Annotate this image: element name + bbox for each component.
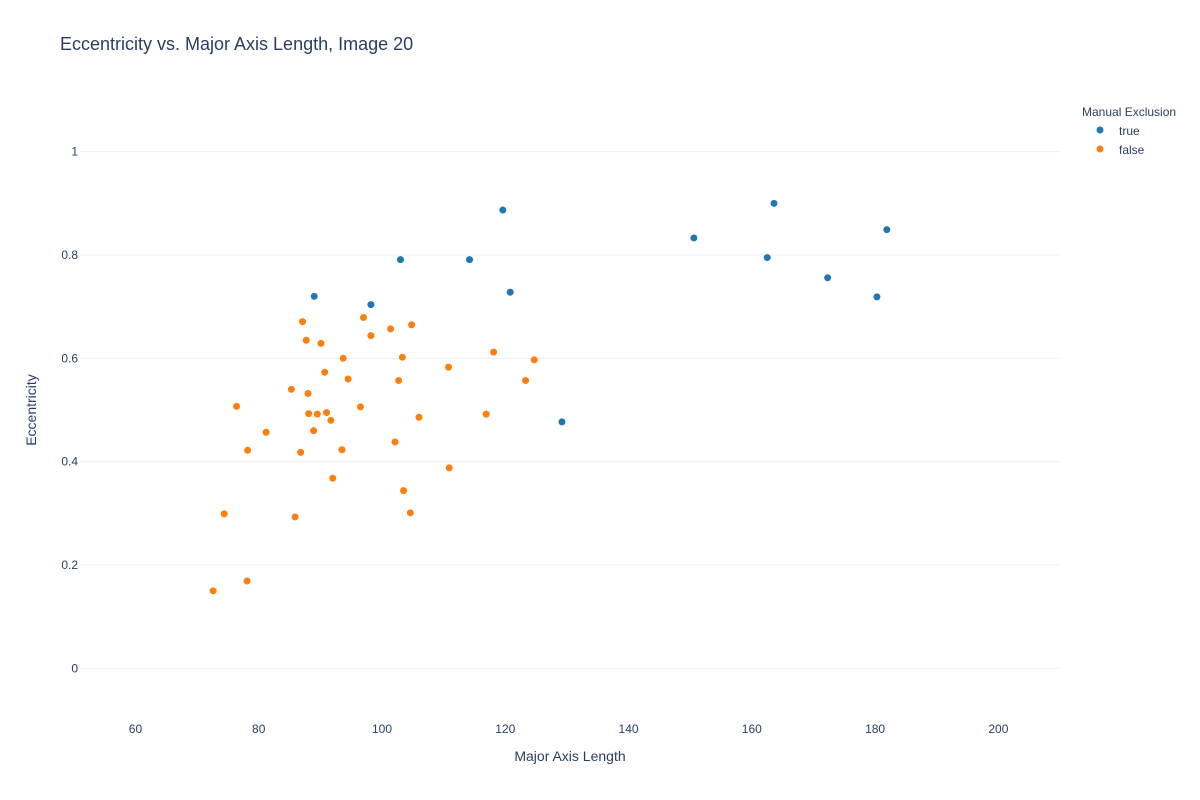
data-point-false[interactable] [291,513,299,521]
x-tick-label: 120 [495,722,515,736]
data-point-true[interactable] [466,256,474,264]
data-point-false[interactable] [321,368,329,376]
x-tick-label: 80 [252,722,266,736]
data-point-false[interactable] [287,385,295,393]
data-point-false[interactable] [445,363,453,371]
data-point-false[interactable] [482,410,490,418]
data-point-false[interactable] [490,348,498,356]
x-tick-label: 100 [372,722,392,736]
data-point-false[interactable] [445,464,453,472]
legend-label-false: false [1119,143,1145,157]
data-point-false[interactable] [398,353,406,361]
data-point-false[interactable] [339,354,347,362]
x-tick-label: 160 [742,722,762,736]
data-point-false[interactable] [323,409,331,417]
y-tick-label: 0.6 [61,351,78,365]
x-tick-label: 60 [129,722,143,736]
data-point-true[interactable] [763,254,771,262]
data-points [209,199,891,595]
x-tick-label: 140 [619,722,639,736]
data-point-false[interactable] [305,410,313,418]
data-point-false[interactable] [360,314,368,322]
data-point-false[interactable] [297,448,305,456]
data-point-true[interactable] [558,418,566,426]
data-point-false[interactable] [310,427,318,435]
data-point-false[interactable] [387,325,395,333]
series-false [209,314,538,595]
data-point-true[interactable] [499,206,507,214]
legend-title: Manual Exclusion [1082,105,1176,119]
data-point-false[interactable] [356,403,364,411]
y-tick-label: 0 [71,661,78,675]
y-axis-title: Eccentricity [23,374,39,446]
data-point-true[interactable] [397,256,405,264]
data-point-false[interactable] [522,377,530,385]
data-point-false[interactable] [338,446,346,454]
x-tick-labels: 60 80 100 120 140 160 180 200 [129,722,1009,736]
data-point-false[interactable] [262,428,270,436]
data-point-true[interactable] [770,199,778,207]
legend-item-false[interactable]: false [1096,143,1145,157]
data-point-false[interactable] [313,410,321,418]
data-point-false[interactable] [299,318,307,326]
legend-marker-false [1096,145,1104,153]
x-tick-label: 200 [988,722,1008,736]
data-point-false[interactable] [243,577,251,585]
legend-marker-true [1096,126,1104,134]
gridlines [80,151,1060,669]
x-tick-label: 180 [865,722,885,736]
data-point-false[interactable] [327,416,335,424]
legend-item-true[interactable]: true [1096,124,1141,138]
series-true [310,199,891,426]
chart-title: Eccentricity vs. Major Axis Length, Imag… [60,34,413,54]
data-point-false[interactable] [209,587,217,595]
y-tick-label: 0.8 [61,248,78,262]
data-point-false[interactable] [406,509,414,517]
data-point-false[interactable] [220,510,228,518]
y-tick-label: 0.2 [61,558,78,572]
data-point-false[interactable] [367,332,375,340]
data-point-true[interactable] [690,234,698,242]
data-point-true[interactable] [506,288,514,296]
data-point-false[interactable] [530,356,538,364]
data-point-false[interactable] [400,487,408,495]
x-axis-title: Major Axis Length [514,748,625,764]
data-point-false[interactable] [317,339,325,347]
y-tick-label: 0.4 [61,455,78,469]
data-point-true[interactable] [310,292,318,300]
y-tick-label: 1 [71,145,78,159]
data-point-false[interactable] [304,389,312,397]
data-point-false[interactable] [395,377,403,385]
data-point-true[interactable] [367,301,375,309]
data-point-false[interactable] [244,446,252,454]
data-point-false[interactable] [302,336,310,344]
data-point-false[interactable] [233,402,241,410]
data-point-false[interactable] [391,438,399,446]
legend[interactable]: Manual Exclusion true false [1082,105,1176,157]
data-point-false[interactable] [408,321,416,329]
data-point-true[interactable] [873,293,881,301]
y-tick-labels: 0 0.2 0.4 0.6 0.8 1 [61,145,78,676]
data-point-false[interactable] [344,375,352,383]
data-point-true[interactable] [883,226,891,234]
data-point-false[interactable] [329,474,337,482]
data-point-true[interactable] [824,274,832,282]
data-point-false[interactable] [415,413,423,421]
legend-label-true: true [1119,124,1140,138]
